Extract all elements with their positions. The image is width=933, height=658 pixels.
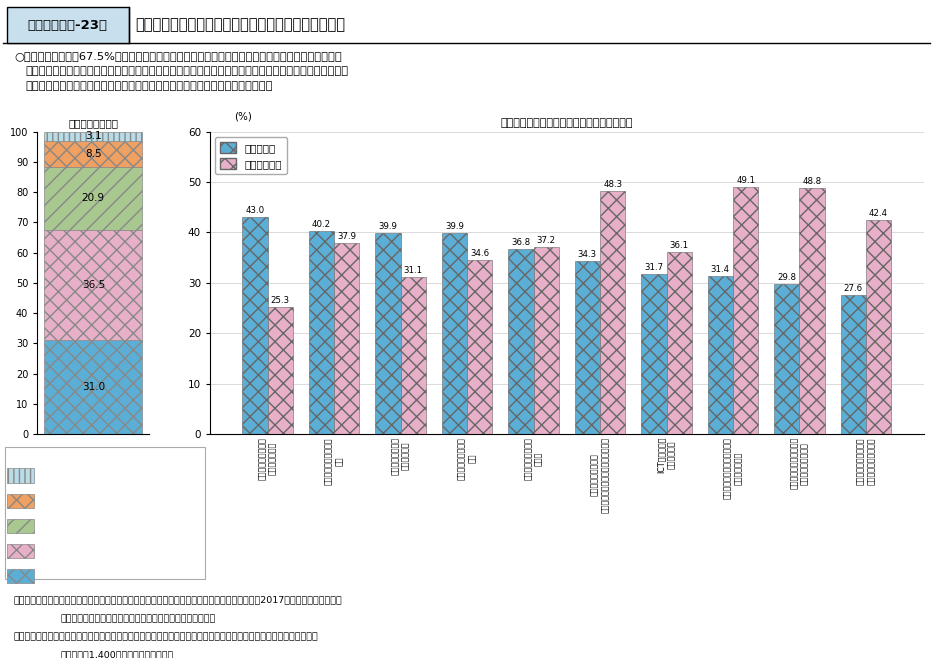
Bar [641, 274, 666, 434]
Bar [400, 278, 425, 434]
Text: 満足している: 満足している [42, 571, 75, 580]
Text: 27.6: 27.6 [843, 284, 863, 293]
Title: 現在の就労環境に対する高度外国人材の意識: 現在の就労環境に対する高度外国人材の意識 [500, 118, 634, 128]
Text: ○　高度外国人材の67.5%は現在の就労環境に満足している。また、「英語などでも働ける就労環境: ○ 高度外国人材の67.5%は現在の就労環境に満足している。また、「英語などでも… [14, 51, 341, 61]
Text: 39.9: 39.9 [445, 222, 464, 231]
Text: 39.9: 39.9 [379, 222, 397, 231]
Text: ルサイズは1,400人前後となっている。: ルサイズは1,400人前後となっている。 [61, 651, 174, 658]
Bar [442, 233, 467, 434]
Bar [45, 132, 143, 141]
Text: 48.8: 48.8 [802, 177, 822, 186]
Text: 42.4: 42.4 [869, 209, 888, 218]
Text: 25.3: 25.3 [271, 295, 290, 305]
Text: 49.1: 49.1 [736, 176, 755, 184]
Text: （注）　右図の数値は、各項目における有効回答数を分母にした割合になっており、各項目によって異なるが、サンプ: （注） 右図の数値は、各項目における有効回答数を分母にした割合になっており、各項… [14, 632, 319, 642]
Text: 36.5: 36.5 [82, 280, 104, 290]
Bar [575, 261, 600, 434]
Bar [45, 166, 143, 230]
Bar [600, 191, 625, 434]
Text: どちらかと言えば、不満である: どちらかと言えば、不満である [42, 496, 118, 505]
Text: 37.2: 37.2 [536, 236, 556, 245]
Text: 8.5: 8.5 [85, 149, 102, 159]
Bar [375, 233, 400, 434]
Bar [45, 141, 143, 166]
Text: 資料出所　（株）中外「高度外国人材が雇用管理改善を望む事項についてのアンケート調査」（2017年度厚生労働省委託事: 資料出所 （株）中外「高度外国人材が雇用管理改善を望む事項についてのアンケート調… [14, 595, 342, 605]
Text: 36.8: 36.8 [511, 238, 531, 247]
Text: 第２－（３）-23図: 第２－（３）-23図 [27, 18, 107, 32]
Bar [334, 243, 359, 434]
Text: 29.8: 29.8 [777, 273, 797, 282]
Text: 不満である: 不満である [42, 471, 69, 480]
Text: 36.1: 36.1 [670, 241, 689, 250]
Text: 31.1: 31.1 [404, 266, 423, 275]
Text: 31.4: 31.4 [711, 265, 730, 274]
Bar [666, 252, 691, 434]
Bar [534, 247, 559, 434]
Text: 37.9: 37.9 [337, 232, 356, 241]
Bar [708, 276, 733, 434]
Text: (%): (%) [234, 111, 252, 122]
Text: 31.7: 31.7 [645, 263, 663, 272]
Legend: 改善すべき, 満足している: 改善すべき, 満足している [216, 137, 287, 174]
Text: 20.9: 20.9 [82, 193, 104, 203]
Bar [841, 295, 866, 434]
Text: の整備」「テレワークなどの柔軟な働き方」「能力・業績に応じた報酔」「キャリアアップできる環境」: の整備」「テレワークなどの柔軟な働き方」「能力・業績に応じた報酔」「キャリアアッ… [25, 66, 348, 76]
Text: 34.3: 34.3 [578, 250, 597, 259]
Bar [268, 307, 293, 434]
Bar [309, 232, 334, 434]
Text: では、「満足している」より「改善すべき」と考えている高度外国人材が多い。: では、「満足している」より「改善すべき」と考えている高度外国人材が多い。 [25, 81, 272, 91]
Text: 40.2: 40.2 [312, 220, 331, 230]
Bar [508, 249, 534, 434]
Bar [733, 187, 759, 434]
Bar [774, 284, 800, 434]
Bar [800, 188, 825, 434]
Text: 31.0: 31.0 [82, 382, 104, 392]
Text: とちらとも言えない: とちらとも言えない [42, 521, 91, 530]
Bar [866, 220, 891, 434]
Text: 3.1: 3.1 [85, 132, 102, 141]
Text: どちらかと言えば、満足している: どちらかと言えば、満足している [42, 546, 122, 555]
Bar [467, 260, 493, 434]
Bar [45, 230, 143, 340]
Text: 43.0: 43.0 [245, 207, 265, 215]
Bar [243, 217, 268, 434]
Bar [45, 340, 143, 434]
Text: 48.3: 48.3 [603, 180, 622, 189]
Text: 34.6: 34.6 [470, 249, 489, 258]
Text: 業）の個票を厚生労働省労働政策担当参事官室にて独自集計: 業）の個票を厚生労働省労働政策担当参事官室にて独自集計 [61, 614, 216, 623]
Title: 就労環境への意識: 就労環境への意識 [68, 118, 118, 128]
Text: 現在の就労環境に対する高度外国人材の意識について: 現在の就労環境に対する高度外国人材の意識について [135, 18, 345, 32]
